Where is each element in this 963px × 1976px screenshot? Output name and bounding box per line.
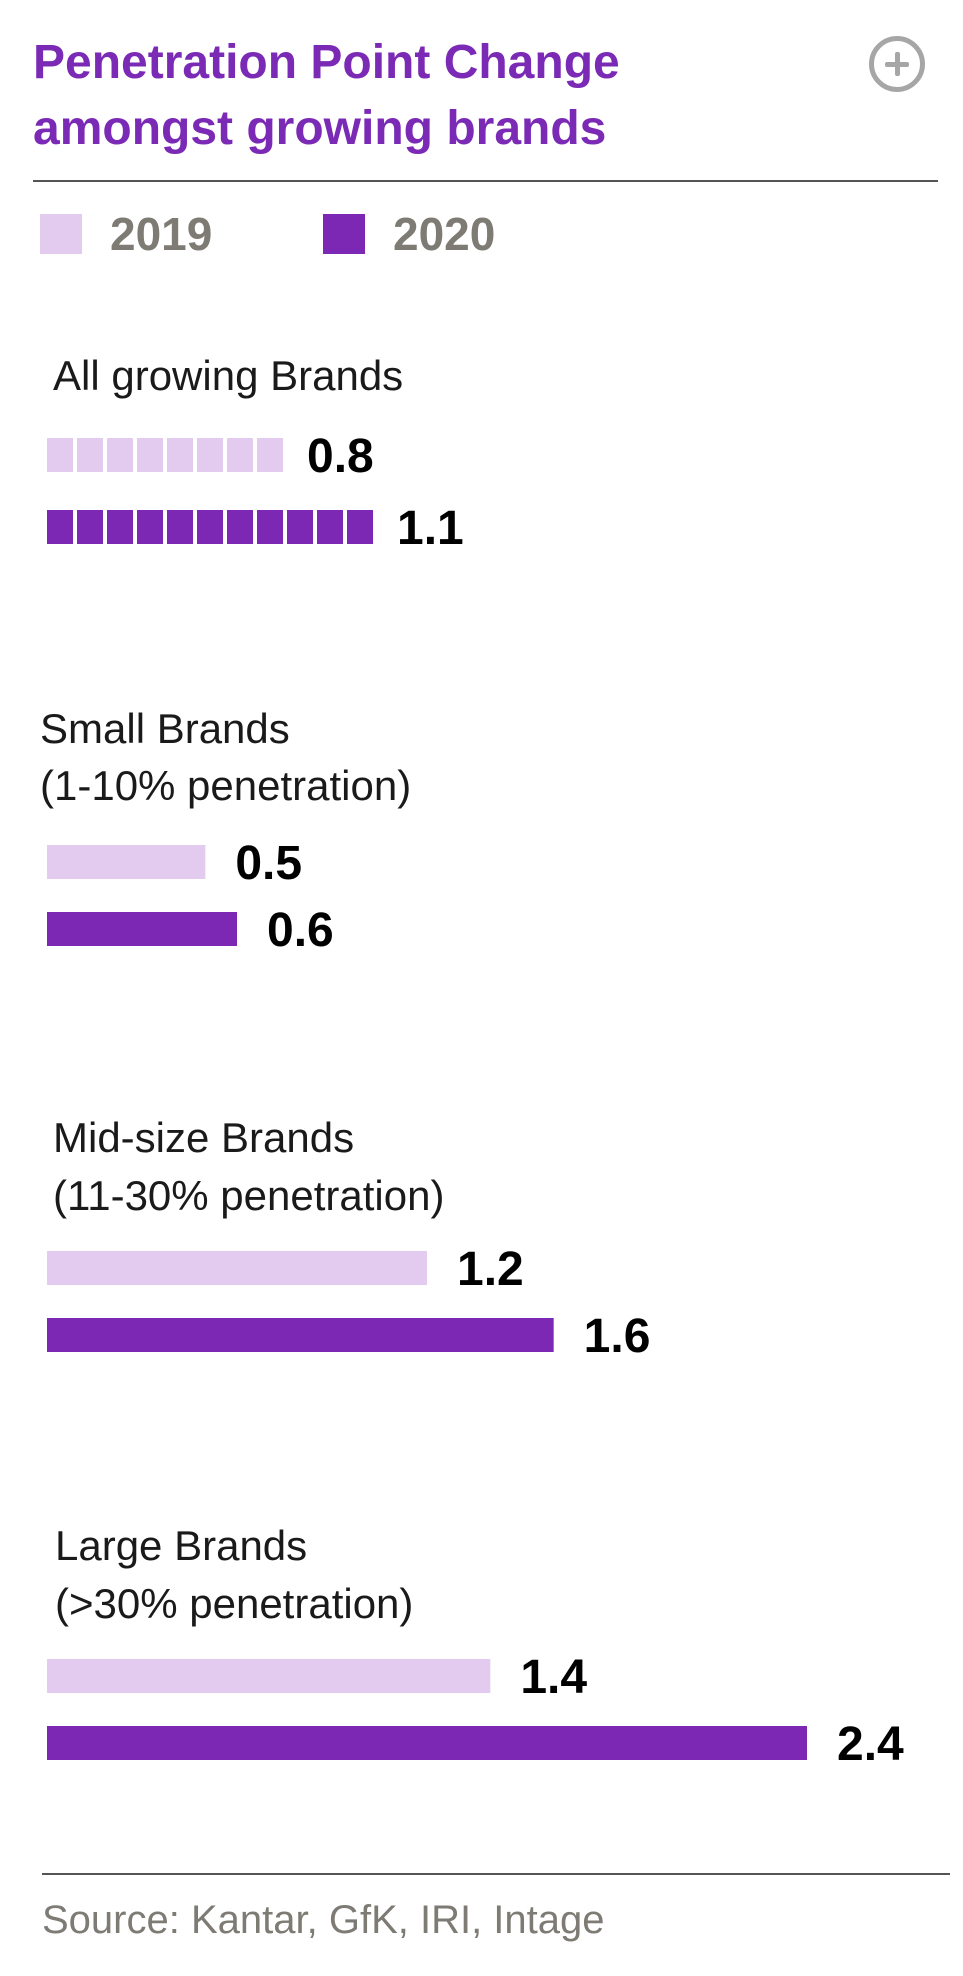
bar-2019: [47, 845, 206, 879]
bar-segment-2019: [77, 438, 103, 472]
bar-segment-2019: [107, 438, 133, 472]
expand-plus-icon[interactable]: [869, 36, 925, 92]
value-label: 1.6: [584, 1310, 651, 1363]
bar-segment-2020: [167, 510, 193, 544]
value-label: 0.5: [235, 837, 302, 890]
bar-segment-2020: [257, 510, 283, 544]
category-label: Large Brands: [55, 1522, 307, 1569]
value-label: 2.4: [837, 1718, 904, 1771]
value-label: 0.8: [307, 430, 374, 483]
bar-segment-2019: [257, 438, 283, 472]
legend-swatch-2020: [323, 214, 365, 254]
value-label: 1.4: [520, 1651, 587, 1704]
bar-2019: [47, 1251, 427, 1285]
bar-segment-2019: [167, 438, 193, 472]
category-label: (11-30% penetration): [53, 1172, 444, 1219]
category-label: Mid-size Brands: [53, 1114, 354, 1161]
value-label: 1.1: [397, 502, 464, 555]
chart-title-line-1: Penetration Point Change: [33, 36, 620, 89]
bar-segment-2020: [317, 510, 343, 544]
legend-item-2020: 2020: [323, 208, 495, 260]
bar-2020: [47, 1318, 554, 1352]
header-divider: [33, 180, 938, 182]
bar-chart: All growing Brands 0.8 1.1 Small Brands (1-1…: [40, 352, 904, 1771]
bar-segment-2020: [77, 510, 103, 544]
bar-segment-2020: [137, 510, 163, 544]
bar-2019: [47, 1659, 491, 1693]
bar-segment-2020: [197, 510, 223, 544]
category-label: All growing Brands: [53, 352, 403, 399]
bar-2020: [47, 912, 237, 946]
legend-item-2019: 2019: [40, 208, 212, 260]
legend-label-2020: 2020: [393, 208, 496, 260]
bar-2020: [47, 1726, 807, 1760]
source-note: Source: Kantar, GfK, IRI, Intage: [42, 1898, 605, 1942]
bar-segment-2020: [347, 510, 373, 544]
bar-segment-2019: [227, 438, 253, 472]
bar-segment-2020: [47, 510, 73, 544]
bar-segment-2020: [227, 510, 253, 544]
legend-label-2019: 2019: [110, 208, 213, 260]
chart-title-line-2: amongst growing brands: [33, 102, 607, 155]
category-label: Small Brands: [40, 705, 290, 752]
bar-segment-2019: [197, 438, 223, 472]
category-label: (1-10% penetration): [40, 762, 411, 809]
value-label: 1.2: [457, 1243, 524, 1296]
bar-segment-2020: [107, 510, 133, 544]
category-label: (>30% penetration): [55, 1580, 413, 1627]
footer-divider: [42, 1873, 950, 1875]
bar-segment-2019: [47, 438, 73, 472]
chart-title: Penetration Point Change amongst growing…: [33, 30, 833, 162]
bar-segment-2019: [137, 438, 163, 472]
bar-segment-2020: [287, 510, 313, 544]
legend-swatch-2019: [40, 214, 82, 254]
value-label: 0.6: [267, 904, 334, 957]
